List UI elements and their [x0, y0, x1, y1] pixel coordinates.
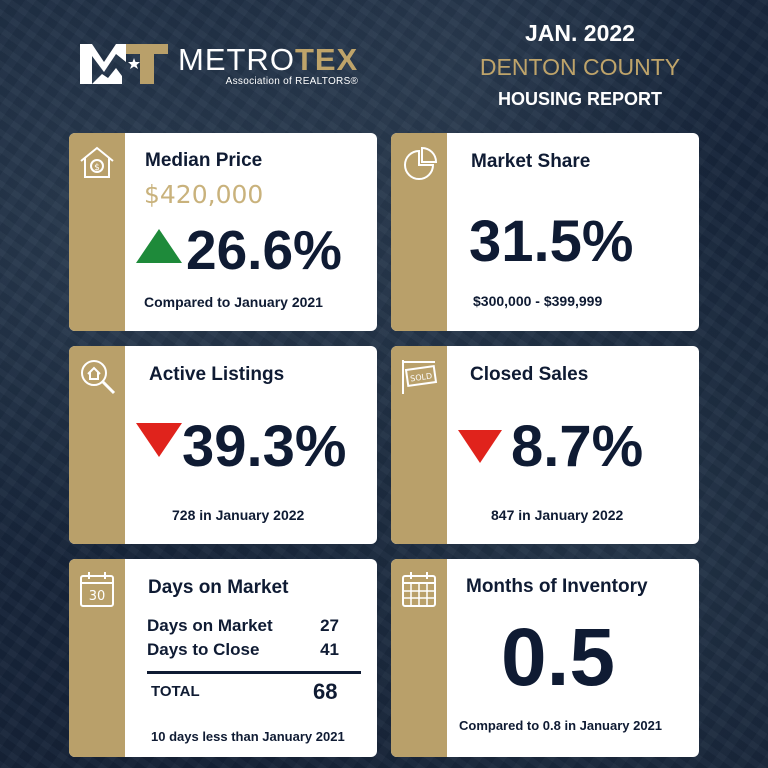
- total-value: 68: [313, 679, 338, 704]
- table-row: Days on Market 27: [147, 614, 361, 638]
- months-inventory-card: Months of Inventory 0.5 Compared to 0.8 …: [391, 559, 699, 757]
- metrotex-logo: METROTEX Association of REALTORS®: [78, 40, 378, 90]
- total-label: TOTAL: [151, 683, 200, 700]
- svg-text:$: $: [94, 163, 100, 173]
- house-dollar-icon: $: [80, 146, 114, 178]
- card-note: Compared to January 2021: [144, 294, 323, 310]
- metrotex-logo-mark: [80, 44, 168, 84]
- report-header: JAN. 2022 DENTON COUNTY HOUSING REPORT: [470, 18, 690, 112]
- months-inventory-value: 0.5: [501, 612, 615, 703]
- days-on-market-card: 30 Days on Market Days on Market 27 Days…: [69, 559, 377, 757]
- card-note: 728 in January 2022: [172, 507, 305, 523]
- report-county: DENTON COUNTY: [479, 54, 681, 80]
- closed-sales-change: 8.7%: [511, 414, 644, 479]
- row-label: Days on Market: [147, 616, 273, 635]
- magnifier-house-icon: [81, 360, 116, 395]
- svg-text:30: 30: [89, 589, 106, 604]
- card-accent-strip: [69, 133, 125, 331]
- up-arrow-icon: [136, 229, 182, 263]
- market-share-value: 31.5%: [469, 209, 634, 274]
- brand-tagline: Association of REALTORS®: [225, 76, 359, 87]
- card-accent-strip: [69, 559, 125, 757]
- active-listings-change: 39.3%: [182, 414, 347, 479]
- card-title: Months of Inventory: [466, 576, 648, 597]
- card-note: Compared to 0.8 in January 2021: [459, 718, 663, 733]
- median-price-card: $ Median Price $420,000 26.6% Compared t…: [69, 133, 377, 331]
- card-accent-strip: [391, 346, 447, 544]
- divider: [147, 671, 361, 674]
- down-arrow-icon: [458, 430, 502, 463]
- card-title: Closed Sales: [470, 364, 589, 385]
- card-note: $300,000 - $399,999: [473, 293, 603, 309]
- card-title: Days on Market: [148, 577, 289, 598]
- card-title: Market Share: [471, 151, 591, 172]
- svg-text:SOLD: SOLD: [410, 371, 433, 383]
- report-period: JAN. 2022: [525, 20, 635, 46]
- card-title: Median Price: [145, 150, 263, 171]
- report-title: HOUSING REPORT: [497, 89, 662, 109]
- card-note: 10 days less than January 2021: [151, 729, 345, 744]
- row-value: 41: [320, 640, 339, 659]
- card-title: Active Listings: [149, 364, 285, 385]
- sold-sign-icon: SOLD: [402, 360, 438, 394]
- pie-chart-icon: [404, 146, 438, 180]
- market-share-card: Market Share 31.5% $300,000 - $399,999: [391, 133, 699, 331]
- card-note: 847 in January 2022: [491, 507, 624, 523]
- down-arrow-icon: [136, 423, 182, 457]
- calendar-30-icon: 30: [80, 572, 114, 607]
- calendar-grid-icon: [402, 572, 436, 607]
- row-label: Days to Close: [147, 640, 260, 659]
- closed-sales-card: SOLD Closed Sales 8.7% 847 in January 20…: [391, 346, 699, 544]
- table-row: Days to Close 41: [147, 638, 361, 662]
- median-price-change: 26.6%: [186, 219, 342, 281]
- row-value: 27: [320, 616, 339, 635]
- median-price-value: $420,000: [144, 180, 264, 209]
- active-listings-card: Active Listings 39.3% 728 in January 202…: [69, 346, 377, 544]
- brand-name: METROTEX: [178, 42, 359, 77]
- days-table: Days on Market 27 Days to Close 41: [147, 614, 361, 662]
